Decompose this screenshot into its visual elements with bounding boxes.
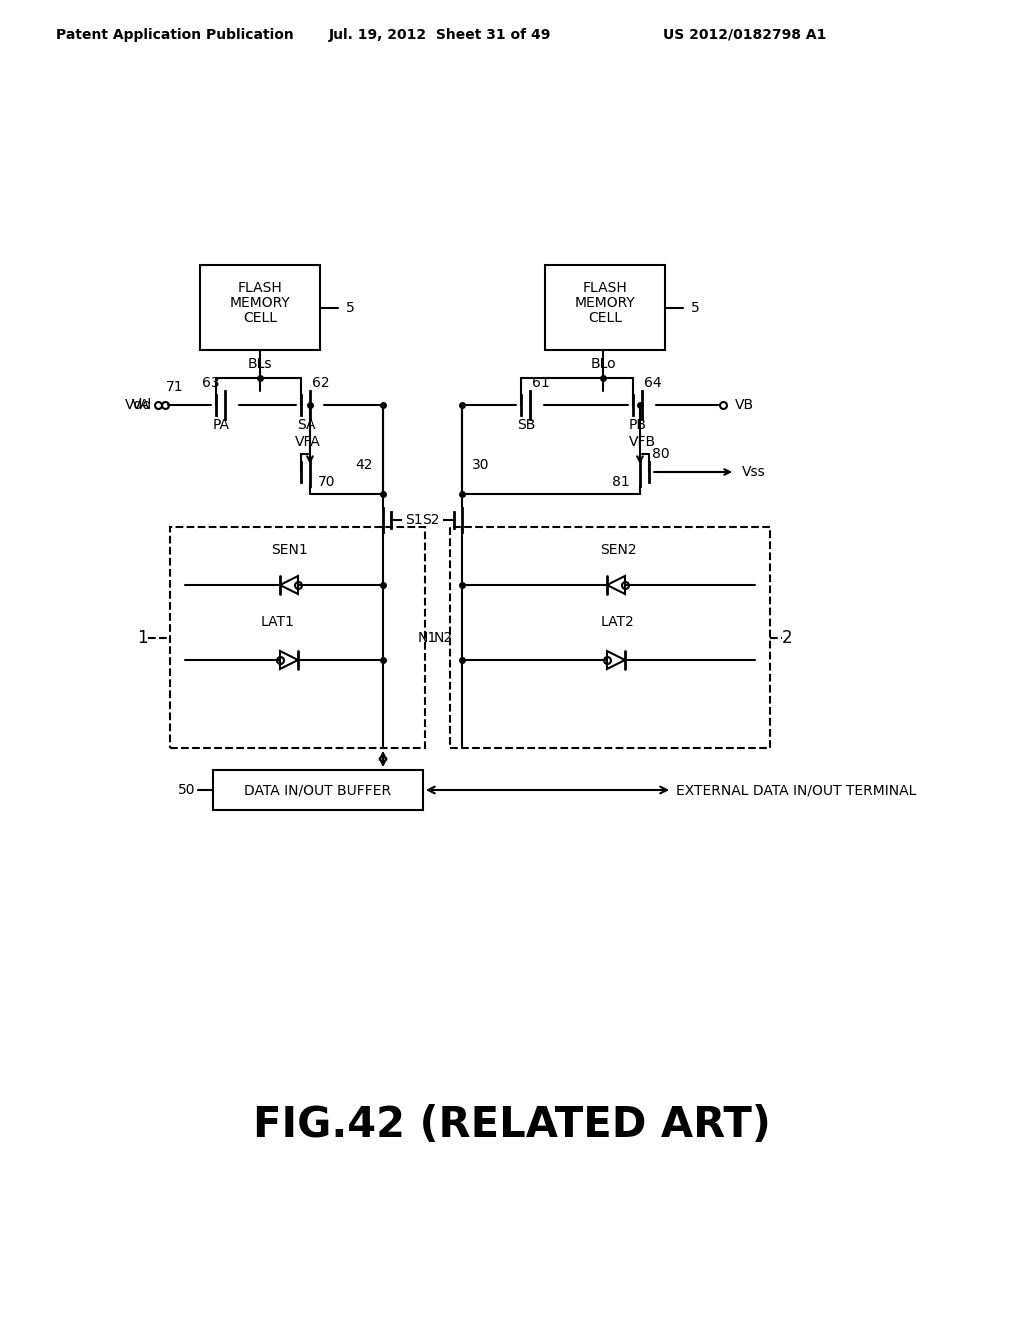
- Text: VFB: VFB: [629, 436, 655, 449]
- Text: N1: N1: [418, 631, 437, 645]
- Text: 62: 62: [312, 376, 330, 389]
- Text: Patent Application Publication: Patent Application Publication: [56, 28, 294, 42]
- Text: 64: 64: [644, 376, 662, 389]
- Bar: [200, 265, 319, 350]
- Text: S1: S1: [406, 513, 423, 527]
- Text: VB: VB: [735, 399, 754, 412]
- Text: PA: PA: [213, 418, 229, 432]
- Polygon shape: [280, 576, 298, 594]
- Bar: [545, 265, 665, 350]
- Text: 61: 61: [532, 376, 550, 389]
- Text: SEN1: SEN1: [271, 543, 308, 557]
- Text: SEN2: SEN2: [600, 543, 636, 557]
- Text: SA: SA: [297, 418, 315, 432]
- Text: DATA IN/OUT BUFFER: DATA IN/OUT BUFFER: [245, 783, 391, 797]
- Text: 1: 1: [137, 630, 148, 647]
- Text: Vss: Vss: [742, 465, 766, 479]
- Text: 42: 42: [355, 458, 373, 473]
- Text: MEMORY: MEMORY: [574, 296, 635, 310]
- Text: LAT2: LAT2: [601, 615, 635, 630]
- Text: CELL: CELL: [588, 312, 622, 325]
- Text: 30: 30: [472, 458, 489, 473]
- Text: 81: 81: [612, 475, 630, 488]
- Text: FLASH: FLASH: [583, 281, 628, 294]
- Text: 63: 63: [203, 376, 220, 389]
- Polygon shape: [607, 576, 625, 594]
- Text: BLs: BLs: [248, 356, 272, 371]
- Text: 50: 50: [177, 783, 195, 797]
- Polygon shape: [280, 651, 298, 669]
- Bar: [450, 527, 770, 748]
- Text: US 2012/0182798 A1: US 2012/0182798 A1: [664, 28, 826, 42]
- Text: Jul. 19, 2012  Sheet 31 of 49: Jul. 19, 2012 Sheet 31 of 49: [329, 28, 551, 42]
- Text: FIG.42 (RELATED ART): FIG.42 (RELATED ART): [253, 1104, 771, 1146]
- Text: SB: SB: [517, 418, 536, 432]
- Text: FLASH: FLASH: [238, 281, 283, 294]
- Text: 70: 70: [318, 475, 336, 488]
- Text: CELL: CELL: [243, 312, 278, 325]
- Text: S2: S2: [423, 513, 440, 527]
- Bar: [170, 527, 425, 748]
- Text: BLo: BLo: [590, 356, 615, 371]
- Text: 71: 71: [166, 380, 184, 393]
- Text: VFA: VFA: [295, 436, 321, 449]
- Text: 5: 5: [691, 301, 699, 314]
- Text: LAT1: LAT1: [261, 615, 295, 630]
- Text: Vdd: Vdd: [125, 399, 152, 412]
- Text: N2: N2: [434, 631, 453, 645]
- Text: 5: 5: [346, 301, 354, 314]
- Text: 80: 80: [652, 447, 670, 461]
- Bar: [213, 770, 423, 810]
- Text: EXTERNAL DATA IN/OUT TERMINAL: EXTERNAL DATA IN/OUT TERMINAL: [676, 783, 916, 797]
- Text: MEMORY: MEMORY: [229, 296, 291, 310]
- Text: PB: PB: [629, 418, 647, 432]
- Text: 2: 2: [782, 630, 793, 647]
- Polygon shape: [607, 651, 625, 669]
- Text: VA: VA: [132, 399, 150, 412]
